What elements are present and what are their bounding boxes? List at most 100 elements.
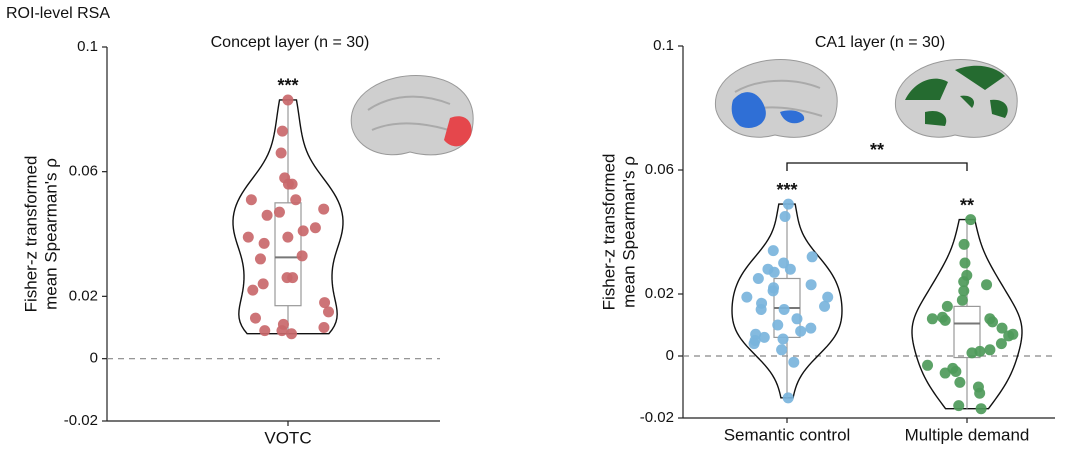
y-tick-label: -0.02 bbox=[640, 409, 674, 426]
data-point bbox=[297, 225, 309, 237]
data-point bbox=[805, 279, 817, 291]
data-point bbox=[950, 366, 962, 377]
data-point bbox=[318, 203, 330, 215]
data-point bbox=[323, 306, 335, 318]
data-point bbox=[958, 276, 970, 288]
data-point bbox=[257, 278, 269, 290]
data-point bbox=[782, 198, 794, 210]
data-point bbox=[242, 231, 254, 243]
y-tick-label: -0.02 bbox=[64, 412, 98, 429]
data-point bbox=[958, 238, 970, 250]
data-point bbox=[296, 250, 308, 262]
data-point bbox=[777, 333, 789, 345]
data-point bbox=[926, 313, 938, 325]
data-point bbox=[805, 322, 817, 334]
data-point bbox=[953, 400, 965, 412]
data-point bbox=[281, 272, 293, 284]
data-point bbox=[788, 356, 800, 368]
brain-multiple-demand bbox=[894, 59, 1018, 138]
data-point bbox=[741, 291, 753, 303]
data-point bbox=[245, 194, 257, 206]
data-point bbox=[282, 231, 294, 243]
x-tick-label: VOTC bbox=[264, 428, 311, 447]
data-point bbox=[247, 284, 259, 296]
data-point bbox=[273, 206, 285, 218]
significance-label: *** bbox=[277, 76, 298, 96]
data-point bbox=[984, 344, 996, 356]
data-point bbox=[966, 347, 978, 359]
data-point bbox=[772, 319, 784, 331]
y-tick-label: 0.06 bbox=[69, 163, 98, 180]
data-point bbox=[286, 328, 298, 340]
data-point bbox=[758, 331, 770, 343]
data-point bbox=[995, 338, 1007, 350]
data-point bbox=[959, 257, 971, 269]
data-point bbox=[791, 313, 803, 325]
data-point bbox=[822, 291, 834, 303]
data-point bbox=[975, 403, 987, 415]
data-point bbox=[996, 322, 1008, 334]
data-point bbox=[276, 325, 288, 337]
data-point bbox=[752, 273, 764, 284]
data-point bbox=[956, 294, 968, 306]
data-point bbox=[259, 325, 271, 337]
data-point bbox=[290, 194, 302, 206]
y-tick-label: 0.1 bbox=[653, 37, 674, 54]
data-point bbox=[261, 209, 273, 221]
violin bbox=[731, 203, 843, 399]
data-point bbox=[987, 316, 999, 328]
data-point bbox=[275, 147, 287, 159]
data-point bbox=[318, 322, 330, 333]
y-tick-label: 0 bbox=[90, 350, 98, 367]
data-point bbox=[767, 245, 779, 257]
y-tick-label: 0.1 bbox=[77, 38, 98, 55]
data-point bbox=[258, 237, 270, 249]
data-point bbox=[819, 300, 831, 312]
y-axis-label: mean Spearman's ρ bbox=[619, 156, 638, 308]
data-point bbox=[309, 222, 321, 234]
significance-label: *** bbox=[776, 180, 797, 200]
data-point bbox=[806, 251, 818, 263]
data-point bbox=[922, 359, 934, 371]
data-point bbox=[981, 279, 993, 291]
y-axis-label: mean Spearman's ρ bbox=[41, 158, 60, 310]
box bbox=[953, 305, 981, 359]
data-point bbox=[958, 285, 970, 297]
data-point bbox=[755, 304, 767, 315]
y-tick-label: 0.06 bbox=[645, 161, 674, 178]
comparison-label: ** bbox=[870, 140, 884, 160]
figure-title: ROI-level RSA bbox=[6, 5, 110, 22]
chart-title: Concept layer (n = 30) bbox=[211, 34, 370, 51]
data-point bbox=[1003, 330, 1015, 342]
data-point bbox=[939, 367, 951, 379]
data-point bbox=[941, 300, 953, 312]
data-point bbox=[965, 214, 977, 226]
data-point bbox=[282, 178, 294, 190]
data-point bbox=[782, 392, 794, 404]
significance-label: ** bbox=[960, 195, 974, 215]
data-point bbox=[254, 253, 266, 265]
data-point bbox=[795, 325, 807, 337]
data-point bbox=[974, 387, 986, 399]
y-tick-label: 0.02 bbox=[69, 287, 98, 304]
y-tick-label: 0 bbox=[666, 347, 674, 364]
comparison-bracket bbox=[786, 162, 968, 171]
data-point bbox=[319, 297, 331, 309]
brain-semantic-control bbox=[714, 59, 838, 138]
data-point bbox=[249, 312, 261, 324]
x-tick-label: Semantic control bbox=[724, 425, 851, 444]
violin bbox=[232, 99, 344, 335]
x-tick-label: Multiple demand bbox=[905, 425, 1030, 444]
data-point bbox=[779, 211, 791, 222]
data-point bbox=[939, 314, 951, 326]
data-point bbox=[748, 338, 760, 350]
data-point bbox=[784, 263, 796, 275]
chart-title: CA1 layer (n = 30) bbox=[815, 34, 945, 51]
data-point bbox=[276, 125, 288, 137]
data-point bbox=[778, 304, 790, 315]
data-point bbox=[768, 266, 780, 278]
brain-votc bbox=[350, 75, 474, 156]
data-point bbox=[954, 376, 966, 388]
violin bbox=[911, 218, 1023, 410]
y-axis-label: Fisher-z transformed bbox=[599, 154, 618, 311]
